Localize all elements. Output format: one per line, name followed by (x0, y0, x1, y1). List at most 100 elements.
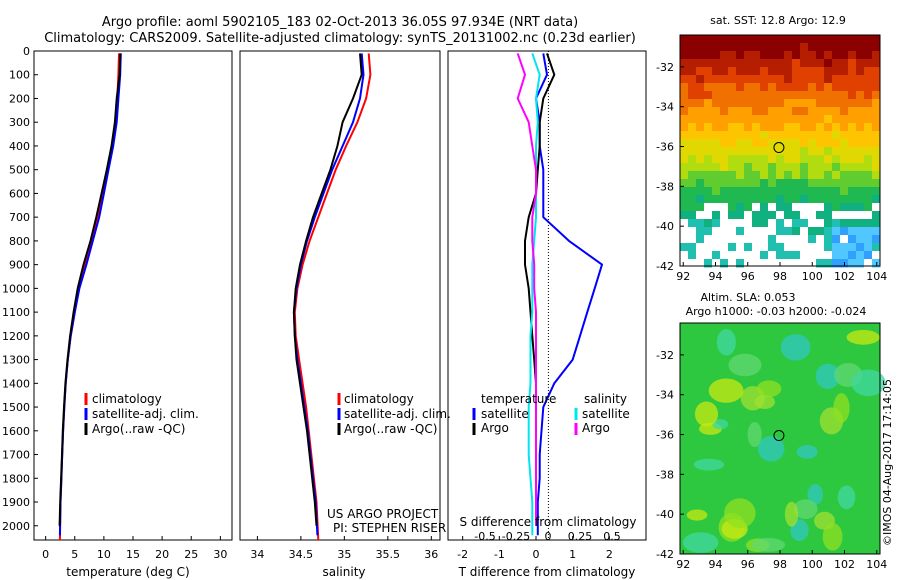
sst-cell (680, 203, 689, 212)
sst-cell (824, 35, 833, 44)
sst-cell (736, 155, 745, 164)
sst-cell (840, 67, 849, 76)
sst-cell (712, 131, 721, 140)
sst-cell (800, 139, 809, 148)
sst-cell (856, 155, 865, 164)
sst-cell (840, 139, 849, 148)
legend-label-climatology: climatology (92, 392, 162, 406)
series-line-satellite-adj-clim- (292, 53, 365, 536)
sst-cell (688, 75, 697, 84)
sst-cell (792, 67, 801, 76)
sst-cell (808, 51, 817, 60)
salinity-legend: climatology satellite-adj. clim. Argo(..… (337, 392, 451, 436)
sst-cell (816, 107, 825, 116)
sst-cell (832, 163, 841, 172)
sst-cell (808, 163, 817, 172)
sst-cell (704, 259, 713, 268)
map-y-tick-label: -36 (656, 141, 674, 154)
sst-cell (704, 91, 713, 100)
sst-cell (696, 243, 705, 252)
sst-cell (712, 219, 721, 228)
sst-cell (776, 211, 785, 220)
sst-cell (696, 99, 705, 108)
sst-cell (712, 155, 721, 164)
sst-cell (840, 219, 849, 228)
sst-cell (712, 251, 721, 260)
sst-cell (696, 131, 705, 140)
sst-cell (840, 179, 849, 188)
sst-cell (688, 139, 697, 148)
sst-cell (728, 139, 737, 148)
sst-cell (736, 147, 745, 156)
sst-cell (784, 131, 793, 140)
sst-cell (720, 59, 729, 68)
sst-cell (728, 123, 737, 132)
sla-blob (846, 329, 880, 345)
sst-cell (856, 75, 865, 84)
sst-cell (680, 51, 689, 60)
sst-cell (696, 147, 705, 156)
sst-cell (696, 139, 705, 148)
sst-cell (744, 67, 753, 76)
sla-background (680, 323, 880, 554)
x-tick-label: -2 (457, 548, 468, 561)
sst-cell (872, 243, 881, 252)
sst-cell (760, 67, 769, 76)
sst-cell (776, 147, 785, 156)
sst-cell (808, 99, 817, 108)
sst-cell (808, 43, 817, 52)
sst-cell (800, 227, 809, 236)
sst-cell (824, 51, 833, 60)
sst-cell (856, 51, 865, 60)
sst-cell (848, 139, 857, 148)
sst-cell (768, 219, 777, 228)
sst-cell (688, 35, 697, 44)
sst-cell (816, 211, 825, 220)
sst-cell (872, 251, 881, 260)
sla-map-title-line2: Argo h1000: -0.03 h2000: -0.024 (686, 305, 867, 318)
sst-cell (768, 139, 777, 148)
sst-cell (800, 51, 809, 60)
sst-cell (696, 163, 705, 172)
sst-cell (768, 195, 777, 204)
sla-blob (780, 334, 811, 361)
depth-tick-label: 800 (9, 235, 30, 248)
sst-cell (744, 35, 753, 44)
sst-cell (720, 75, 729, 84)
sst-cell (760, 219, 769, 228)
sst-cell (728, 147, 737, 156)
depth-tick-label: 1100 (2, 306, 30, 319)
sst-cell (736, 99, 745, 108)
figure-title-line1: Argo profile: aoml 5902105_183 02-Oct-20… (102, 15, 578, 30)
sst-cell (720, 123, 729, 132)
sst-cell (784, 163, 793, 172)
sst-cell (832, 259, 841, 268)
sst-cell (856, 35, 865, 44)
sst-cell (728, 235, 737, 244)
sst-cell (784, 235, 793, 244)
sst-cell (696, 251, 705, 260)
sst-cell (752, 235, 761, 244)
x-tick-label: 30 (213, 548, 227, 561)
x-tick-label: 1 (569, 548, 576, 561)
sst-cell (712, 107, 721, 116)
sst-cell (768, 107, 777, 116)
temperature-legend: climatology satellite-adj. clim. Argo(..… (84, 392, 199, 436)
sst-cell (848, 259, 857, 268)
depth-tick-label: 400 (9, 140, 30, 153)
series-line-satellite-adj-clim- (58, 53, 122, 536)
sst-cell (680, 59, 689, 68)
sst-cell (872, 91, 881, 100)
sst-cell (704, 235, 713, 244)
sst-cell (720, 35, 729, 44)
sst-cell (752, 83, 761, 92)
depth-tick-label: 1200 (2, 330, 30, 343)
sst-cell (824, 179, 833, 188)
map-y-tick-label: -40 (656, 508, 674, 521)
sst-cell (760, 195, 769, 204)
sst-cell (832, 35, 841, 44)
legend-header-temperature: temperature (481, 392, 556, 406)
sst-cell (752, 115, 761, 124)
sst-cell (688, 235, 697, 244)
sst-cell (792, 59, 801, 68)
